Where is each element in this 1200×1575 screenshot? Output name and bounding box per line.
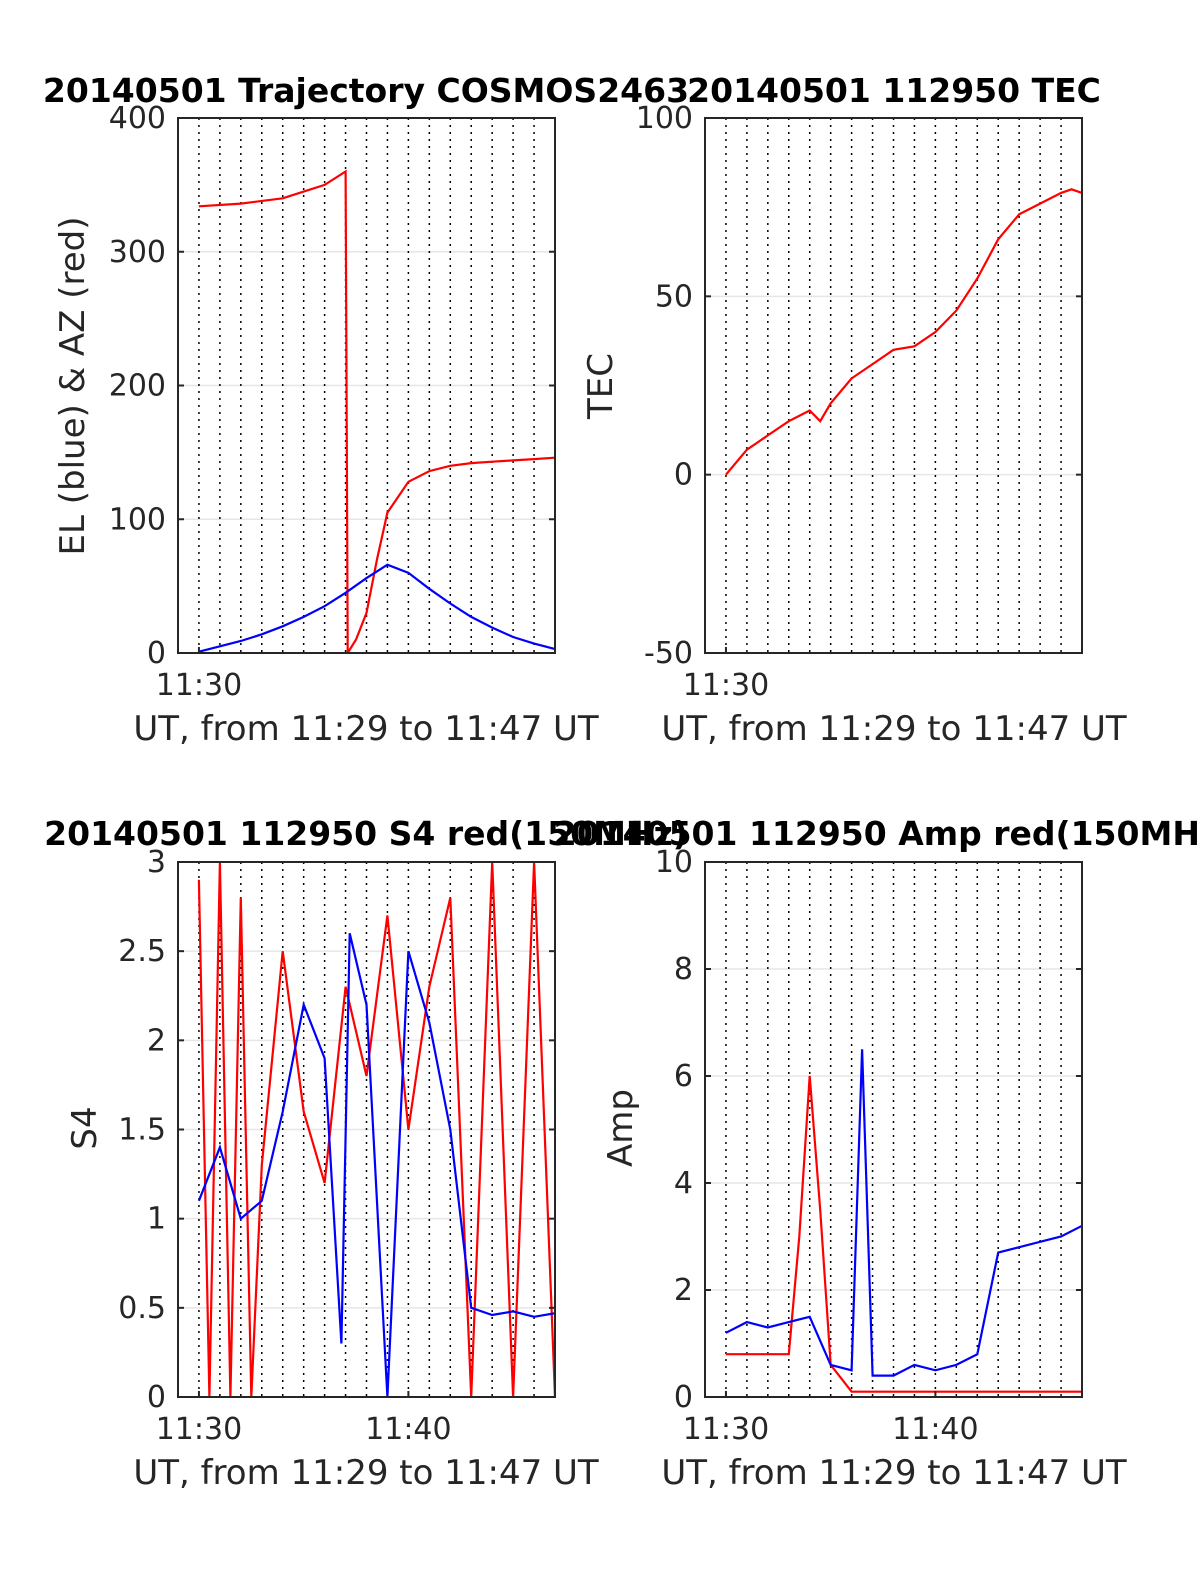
plot-area [177, 861, 556, 1398]
axes-box [704, 861, 1083, 1398]
trajectory-title: 20140501 Trajectory COSMOS2463 [43, 71, 689, 110]
y-tick-label: 8 [674, 952, 693, 987]
red-series-line [198, 169, 555, 653]
y-tick-label: 2.5 [118, 934, 166, 969]
amp-title: 20140501 112950 Amp red(150MHz) [554, 814, 1200, 853]
series-group [198, 169, 555, 653]
x-tick-label: 11:30 [156, 1412, 242, 1447]
plot-area [704, 117, 1083, 654]
series-group [725, 1049, 1082, 1393]
tec-xlabel: UT, from 11:29 to 11:47 UT [661, 709, 1127, 749]
red-series-line [197, 862, 555, 1397]
y-tick-label: 0 [674, 458, 693, 493]
red-series-line [725, 188, 1082, 476]
blue-series-line [725, 1049, 1082, 1377]
y-tick-label: 0 [147, 1380, 166, 1415]
x-tick-label: 11:30 [683, 1412, 769, 1447]
red-series-line [725, 1075, 1082, 1393]
y-tick-label: 400 [109, 101, 166, 136]
tec-plot: -50 0 50 100 11:30 20140501 112950 TEC UT, fro… [581, 71, 1127, 749]
y-tick-label: -50 [644, 636, 693, 671]
axes-box [704, 117, 1083, 654]
y-tick-label: 50 [655, 279, 693, 314]
s4-xlabel: UT, from 11:29 to 11:47 UT [133, 1453, 599, 1493]
y-tick-label: 0.5 [118, 1291, 166, 1326]
y-tick-label: 100 [636, 101, 693, 136]
s4-ylabel: S4 [65, 1106, 105, 1149]
y-tick-label: 0 [674, 1380, 693, 1415]
y-tick-label: 1 [147, 1202, 166, 1237]
x-tick-label: 11:30 [156, 668, 242, 703]
plot-area [704, 861, 1083, 1398]
s4-plot: 0 0.5 1 1.5 2 2.5 3 11:30 11:40 20140501 112950 S… [44, 814, 688, 1493]
y-tick-label: 3 [147, 845, 166, 880]
x-tick-label: 11:30 [683, 668, 769, 703]
series-group [197, 862, 555, 1397]
y-tick-label: 6 [674, 1059, 693, 1094]
y-tick-label: 100 [109, 502, 166, 537]
x-tick-label: 11:40 [892, 1412, 978, 1447]
amp-xlabel: UT, from 11:29 to 11:47 UT [661, 1453, 1127, 1493]
y-tick-label: 0 [147, 636, 166, 671]
y-tick-label: 2 [147, 1023, 166, 1058]
amp-plot: 0 2 4 6 8 10 11:30 11:40 20140501 112950 Amp red… [554, 814, 1200, 1493]
y-tick-label: 200 [109, 369, 166, 404]
trajectory-ylabel: EL (blue) & AZ (red) [53, 216, 93, 555]
trajectory-plot: 0 100 200 300 400 11:30 20140501 Trajectory CO… [43, 71, 689, 749]
y-tick-label: 10 [655, 845, 693, 880]
y-tick-label: 1.5 [118, 1113, 166, 1148]
y-tick-label: 300 [109, 235, 166, 270]
s4-title: 20140501 112950 S4 red(150MHz) [44, 814, 688, 853]
trajectory-xlabel: UT, from 11:29 to 11:47 UT [133, 709, 599, 749]
x-tick-label: 11:40 [365, 1412, 451, 1447]
blue-series-line [198, 563, 555, 653]
amp-ylabel: Amp [601, 1089, 641, 1167]
tec-title: 20140501 112950 TEC [687, 71, 1101, 110]
blue-series-line [197, 933, 555, 1397]
plot-area [177, 117, 556, 654]
series-group [725, 188, 1082, 476]
tec-ylabel: TEC [581, 353, 621, 420]
y-tick-label: 4 [674, 1166, 693, 1201]
y-tick-label: 2 [674, 1273, 693, 1308]
